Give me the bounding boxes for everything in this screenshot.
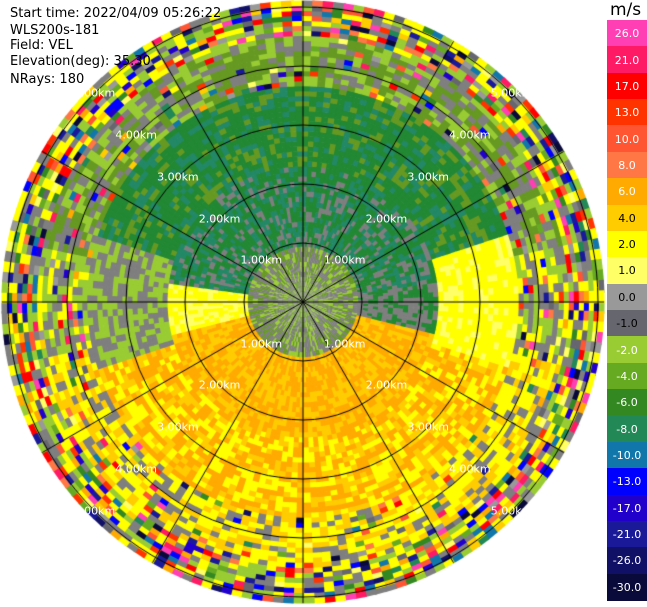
colorbar-swatch [607,573,647,601]
range-ring-label: 2.00km [365,378,408,392]
range-ring-label: 1.00km [323,253,366,267]
colorbar-swatch [607,389,647,417]
colorbar-swatch [607,99,647,127]
range-ring-label: 4.00km [449,128,491,142]
range-ring-label: 5.00km [490,86,533,100]
range-ring-label: 4.00km [449,462,491,476]
colorbar-tick-label: 0.0 [618,290,636,304]
colorbar-tick-label: -6.0 [616,396,638,410]
colorbar-swatch [607,178,647,206]
start-time-label: Start time: 2022/04/09 05:26:22 [10,6,222,21]
colorbar-tick-label: 1.0 [618,264,636,278]
colorbar-swatch [607,125,647,153]
range-ring-label: 1.00km [240,337,283,351]
colorbar-tick-label: 8.0 [618,159,636,172]
nrays-label: NRays: 180 [10,72,85,87]
range-ring-label: 5.00km [73,86,116,100]
colorbar-tick-label: -10.0 [612,449,642,462]
colorbar-tick-label: -8.0 [616,422,638,436]
colorbar-swatch [607,362,647,390]
colorbar-tick-label: 13.0 [614,106,640,120]
colorbar-tick-label: -13.0 [612,475,642,489]
colorbar-swatch [607,20,647,47]
colorbar-tick-label: -21.0 [612,528,642,542]
colorbar-tick-label: 21.0 [614,53,640,67]
colorbar-tick-label: -26.0 [612,554,642,568]
colorbar-tick-label: 4.0 [618,211,636,225]
colorbar-swatch [607,468,647,496]
colorbar-unit: m/s [610,0,642,20]
colorbar-swatch [607,336,647,364]
colorbar-tick-label: -17.0 [612,501,642,515]
elevation-label: Elevation(deg): 35.30 [10,54,151,69]
range-ring-label: 3.00km [407,170,449,184]
colorbar-swatch [607,441,647,469]
range-ring-label: 5.00km [490,504,533,518]
range-ring-label: 5.00km [73,504,116,518]
colorbar-swatch [607,230,647,258]
colorbar-swatch [607,46,647,74]
colorbar-swatch [607,520,647,548]
colorbar-tick-label: 17.0 [614,79,640,93]
colorbar-swatch [607,415,647,443]
instrument-label: WLS200s-181 [10,23,100,38]
colorbar-swatch [607,494,647,522]
colorbar-tick-label: -4.0 [616,369,638,383]
colorbar-swatch [607,72,647,100]
field-label: Field: VEL [10,38,73,53]
colorbar-swatch [607,151,647,179]
range-ring-label: 1.00km [323,337,366,351]
ppi-radar-display [0,0,607,607]
colorbar-tick-label: -1.0 [616,317,638,331]
colorbar-swatch [607,283,647,311]
range-ring-label: 2.00km [198,212,241,226]
colorbar-tick-label: -30.0 [612,580,642,594]
range-ring-label: 3.00km [407,420,449,434]
range-ring-label: 4.00km [115,462,157,476]
colorbar-tick-label: 2.0 [618,238,636,252]
range-ring-label: 3.00km [157,170,199,184]
colorbar-swatch [607,547,647,575]
range-ring-label: 2.00km [198,378,241,392]
colorbar-tick-label: 6.0 [618,185,636,199]
colorbar-tick-label: 26.0 [614,27,640,41]
range-ring-label: 4.00km [115,128,157,142]
colorbar-swatch [607,257,647,285]
range-ring-label: 2.00km [365,212,408,226]
range-ring-label: 1.00km [240,253,283,267]
colorbar-tick-label: -2.0 [616,343,638,357]
colorbar-swatch [607,204,647,232]
colorbar-tick-label: 10.0 [614,132,640,146]
range-ring-label: 3.00km [157,420,199,434]
colorbar-swatch [607,310,647,337]
